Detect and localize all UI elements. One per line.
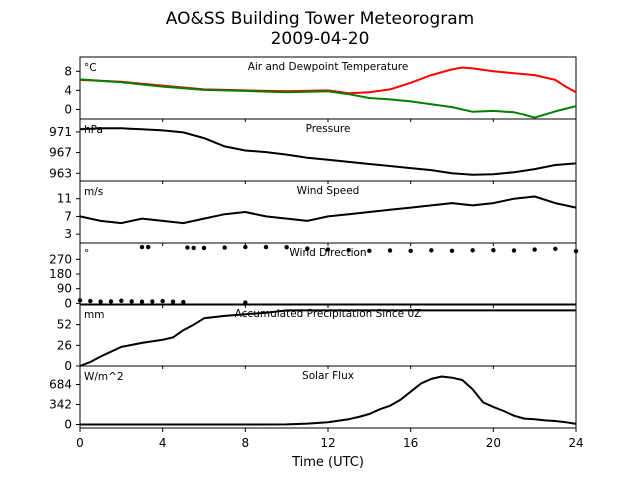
y-tick-label: 270 bbox=[49, 252, 72, 266]
series-line-1 bbox=[79, 195, 577, 225]
data-point bbox=[532, 247, 537, 252]
panel-title: Wind Speed bbox=[297, 185, 360, 197]
y-tick-label: 3 bbox=[64, 227, 72, 241]
y-tick-label: 52 bbox=[57, 318, 72, 332]
data-point bbox=[129, 299, 134, 304]
y-tick-label: 971 bbox=[49, 125, 72, 139]
y-tick-label: 90 bbox=[57, 282, 72, 296]
panel-3: 3 7 11 m/s Wind Speed bbox=[57, 180, 577, 246]
series-line-1 bbox=[79, 127, 577, 176]
data-point bbox=[170, 299, 176, 304]
data-point bbox=[185, 245, 190, 250]
data-point bbox=[108, 299, 114, 304]
data-point bbox=[201, 245, 207, 251]
data-point bbox=[119, 298, 124, 303]
y-tick-label: 684 bbox=[49, 377, 72, 391]
data-point bbox=[98, 299, 103, 304]
data-point bbox=[511, 248, 517, 253]
data-point bbox=[429, 248, 434, 253]
x-tick-label: 12 bbox=[320, 436, 335, 450]
data-point bbox=[346, 247, 351, 253]
panel-unit: ° bbox=[84, 248, 89, 260]
y-tick-label: 11 bbox=[57, 192, 72, 206]
y-tick-label: 180 bbox=[49, 267, 72, 281]
y-tick-label: 7 bbox=[64, 209, 72, 223]
data-point bbox=[408, 248, 413, 254]
data-point bbox=[367, 248, 372, 254]
data-point bbox=[553, 246, 558, 252]
data-point bbox=[150, 299, 155, 304]
y-tick-label: 0 bbox=[64, 359, 72, 373]
x-tick-label: 16 bbox=[403, 436, 418, 450]
data-point bbox=[77, 298, 83, 303]
data-point bbox=[470, 248, 475, 253]
data-point bbox=[146, 244, 151, 250]
x-axis-label: Time (UTC) bbox=[291, 455, 364, 470]
x-tick-label: 20 bbox=[486, 436, 501, 450]
data-point bbox=[243, 244, 248, 250]
y-tick-label: 0 bbox=[64, 102, 72, 116]
y-tick-label: 967 bbox=[49, 146, 72, 160]
data-point bbox=[222, 245, 227, 250]
panel-title: Air and Dewpoint Temperature bbox=[248, 61, 409, 73]
panel-title: Solar Flux bbox=[302, 370, 354, 382]
data-point bbox=[305, 246, 310, 251]
data-point bbox=[139, 244, 145, 250]
y-tick-label: 26 bbox=[57, 338, 72, 352]
panels: 048 °C Air and Dewpoint Temperature9639679… bbox=[49, 56, 584, 450]
panel-unit: W/m^2 bbox=[84, 371, 124, 383]
x-tick-label: 8 bbox=[242, 436, 250, 450]
panel-2: 963 967 971 hPa Pressure bbox=[49, 118, 577, 184]
panel-unit: hPa bbox=[84, 124, 103, 136]
series-line-1 bbox=[79, 309, 576, 367]
panel-unit: mm bbox=[84, 309, 104, 321]
x-tick-label: 0 bbox=[76, 436, 84, 450]
figure-title-line1: AO&SS Building Tower Meteorogram bbox=[166, 9, 474, 29]
panel-unit: m/s bbox=[84, 186, 103, 198]
panel-1: 0 4 8 °C Air and Dewpoint Temperature bbox=[64, 56, 577, 122]
data-point bbox=[449, 248, 455, 254]
panel-title: Pressure bbox=[306, 123, 351, 135]
data-point bbox=[88, 298, 93, 304]
data-point bbox=[191, 245, 196, 251]
y-tick-label: 342 bbox=[49, 397, 72, 411]
y-tick-label: 0 bbox=[64, 296, 72, 310]
data-point bbox=[263, 244, 269, 250]
panel-unit: °C bbox=[84, 62, 97, 74]
data-point bbox=[284, 245, 289, 250]
figure-title-line2: 2009-04-20 bbox=[271, 29, 370, 49]
x-tick-label: 24 bbox=[568, 436, 583, 450]
series-line-2 bbox=[79, 78, 577, 119]
data-point bbox=[325, 247, 331, 252]
data-point bbox=[181, 299, 186, 305]
y-tick-label: 4 bbox=[64, 83, 72, 97]
panel-6: 0 342 684 W/m^2 Solar Flux 0 4 8 12 16 20 24 bbox=[49, 365, 584, 450]
series-line-1 bbox=[80, 375, 577, 426]
x-tick-label: 4 bbox=[159, 436, 167, 450]
y-tick-label: 0 bbox=[64, 417, 72, 431]
data-point bbox=[491, 247, 496, 253]
y-tick-label: 8 bbox=[64, 64, 72, 78]
data-point bbox=[573, 248, 579, 254]
data-point bbox=[139, 299, 145, 304]
data-point bbox=[160, 298, 165, 304]
data-point bbox=[387, 248, 393, 253]
y-tick-label: 963 bbox=[49, 166, 72, 180]
